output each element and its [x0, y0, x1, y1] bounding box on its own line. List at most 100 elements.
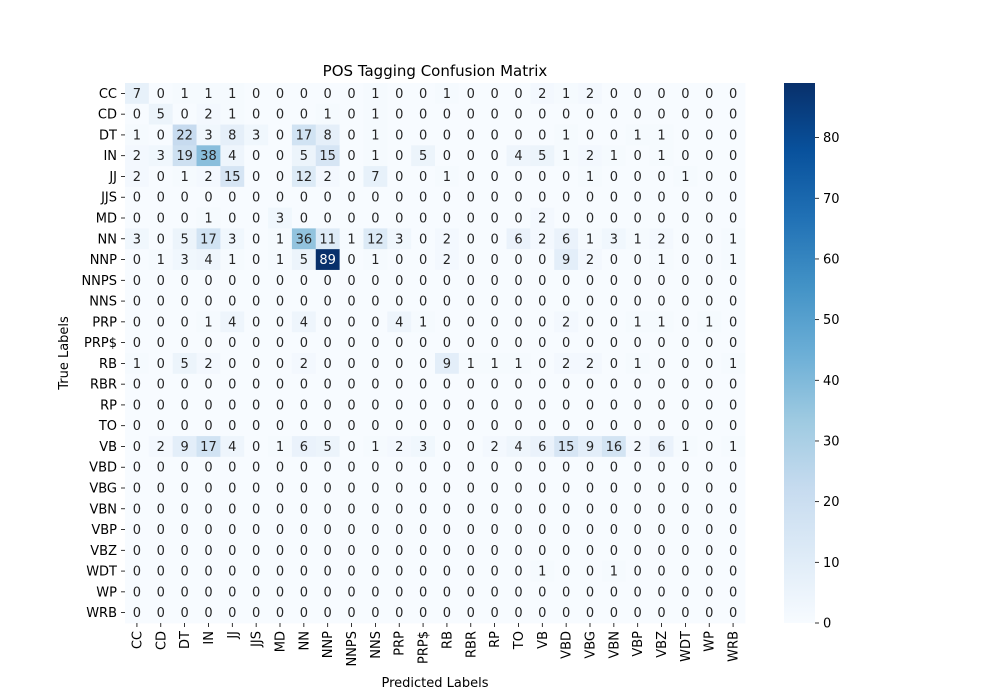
heatmap-cell: [482, 269, 507, 292]
heatmap-cell: [315, 269, 341, 292]
cell-value-label: 17: [200, 440, 217, 455]
heatmap-cell: [196, 436, 221, 458]
cell-value-label: 0: [610, 274, 618, 289]
heatmap-cell: [530, 103, 555, 125]
cell-value-label: 0: [634, 502, 642, 517]
cell-value-label: 0: [157, 419, 165, 434]
heatmap-cell: [291, 353, 317, 375]
heatmap-cell: [625, 145, 651, 167]
heatmap-cell: [435, 560, 460, 582]
cell-value-label: 1: [443, 87, 451, 102]
heatmap-cell: [721, 477, 746, 499]
heatmap-cell: [363, 186, 388, 209]
cell-value-label: 0: [395, 565, 403, 580]
heatmap-cell: [268, 353, 293, 375]
cell-value-label: 0: [634, 274, 642, 289]
cell-value-label: 0: [538, 461, 546, 476]
cell-value-label: 0: [657, 398, 665, 413]
cell-value-label: 0: [180, 544, 188, 559]
heatmap-cell: [125, 228, 150, 250]
cell-value-label: 0: [729, 336, 737, 351]
x-tick-label: NNP: [321, 631, 336, 658]
heatmap-cell: [530, 456, 555, 479]
cell-value-label: 5: [157, 108, 165, 123]
heatmap-cell: [482, 373, 507, 395]
heatmap-cell: [506, 290, 531, 312]
cell-value-label: 0: [133, 295, 141, 310]
y-tick-label: NNS: [89, 295, 117, 310]
cell-value-label: 0: [300, 212, 308, 227]
heatmap-cell: [172, 207, 197, 229]
cell-value-label: 0: [300, 585, 308, 600]
cell-value-label: 0: [252, 315, 260, 330]
heatmap-cell: [268, 373, 293, 395]
cell-value-label: 6: [514, 232, 522, 247]
heatmap-cell: [721, 415, 746, 437]
heatmap-cell: [268, 394, 293, 416]
cell-value-label: 0: [634, 108, 642, 123]
cell-value-label: 2: [324, 170, 332, 185]
cell-value-label: 0: [324, 502, 332, 517]
heatmap-cell: [220, 519, 245, 541]
cell-value-label: 0: [705, 212, 713, 227]
heatmap-cell: [578, 602, 603, 624]
heatmap-cell: [530, 145, 555, 167]
heatmap-cell: [435, 602, 460, 624]
heatmap-cell: [530, 602, 555, 624]
x-tick-label: NNS: [369, 631, 384, 659]
cell-value-label: 0: [490, 565, 498, 580]
heatmap-cell: [435, 373, 460, 395]
heatmap-cell: [673, 249, 698, 271]
cell-value-label: 2: [586, 87, 594, 102]
cell-value-label: 0: [157, 523, 165, 538]
heatmap-cell: [172, 145, 197, 167]
heatmap-cell: [125, 83, 150, 105]
cell-value-label: 0: [133, 378, 141, 393]
heatmap-cell: [554, 436, 579, 458]
heatmap-cell: [506, 186, 531, 209]
cell-value-label: 1: [204, 87, 212, 102]
heatmap-cell: [172, 353, 197, 375]
heatmap-cell: [363, 560, 388, 582]
heatmap-cell: [625, 436, 651, 458]
cell-value-label: 0: [324, 482, 332, 497]
cell-value-label: 0: [371, 398, 379, 413]
cell-value-label: 4: [228, 440, 236, 455]
cell-value-label: 0: [324, 274, 332, 289]
heatmap-cell: [125, 477, 150, 499]
cell-value-label: 0: [729, 274, 737, 289]
cell-value-label: 0: [347, 274, 355, 289]
heatmap-cell: [482, 539, 507, 562]
heatmap-cell: [649, 103, 674, 125]
cell-value-label: 0: [419, 523, 427, 538]
cell-value-label: 1: [133, 128, 141, 143]
cell-value-label: 0: [657, 378, 665, 393]
heatmap-cell: [482, 602, 507, 624]
heatmap-cell: [411, 602, 436, 624]
cell-value-label: 0: [514, 212, 522, 227]
cell-value-label: 0: [610, 108, 618, 123]
cell-value-label: 0: [562, 295, 570, 310]
cell-value-label: 0: [681, 149, 689, 164]
heatmap-cell: [172, 498, 197, 520]
heatmap-cell: [315, 311, 341, 333]
cell-value-label: 0: [395, 585, 403, 600]
cell-value-label: 0: [347, 606, 355, 621]
cell-value-label: 0: [729, 87, 737, 102]
heatmap-cell: [339, 83, 364, 105]
heatmap-cell: [148, 353, 174, 375]
heatmap-cell: [697, 166, 722, 188]
cell-value-label: 12: [296, 170, 313, 185]
heatmap-cell: [601, 290, 627, 312]
x-tick-label: RP: [488, 631, 503, 648]
cell-value-label: 0: [538, 378, 546, 393]
cell-value-label: 0: [490, 585, 498, 600]
cell-value-label: 0: [276, 357, 284, 372]
cell-value-label: 0: [228, 419, 236, 434]
cell-value-label: 0: [657, 191, 665, 206]
cell-value-label: 0: [657, 523, 665, 538]
heatmap-cell: [196, 83, 221, 105]
heatmap-cell: [578, 145, 603, 167]
heatmap-cell: [315, 373, 341, 395]
heatmap-cell: [554, 415, 579, 437]
